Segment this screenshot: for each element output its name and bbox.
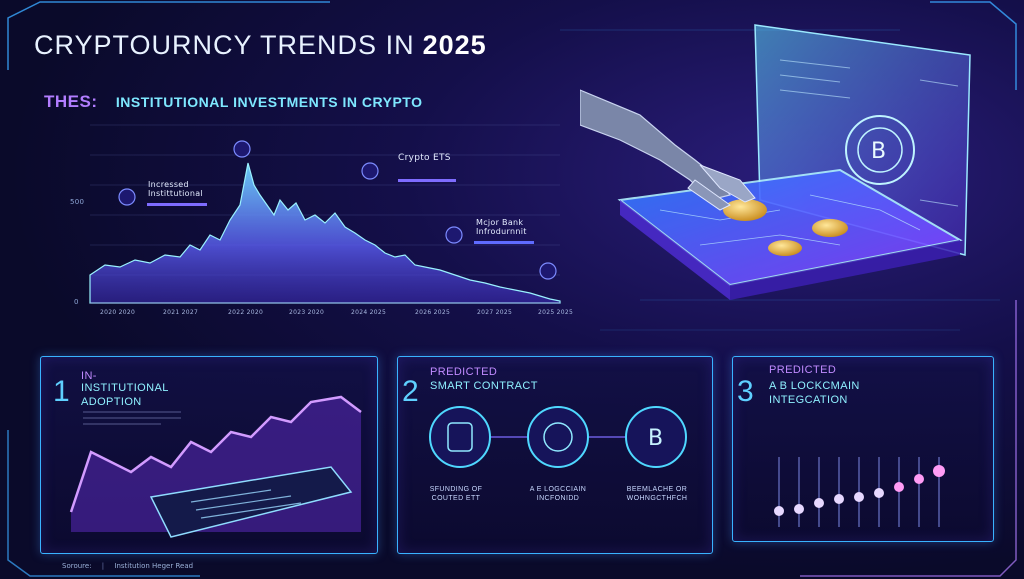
area-series xyxy=(89,162,561,304)
x-tick: 2021 2027 xyxy=(163,309,199,316)
annotation-3: Mcjor Bank Infrodurnnit xyxy=(476,218,527,236)
coin xyxy=(812,219,848,237)
x-tick: 2023 2020 xyxy=(289,309,325,316)
marker-1 xyxy=(118,188,136,206)
panel-smart-contract: 2 PREDICTED SMART CONTRACT B SFUNDING OF… xyxy=(397,356,713,554)
gear-chip-icon xyxy=(527,406,589,468)
x-tick: 2024 2025 xyxy=(351,309,387,316)
panel-tag: PREDICTED xyxy=(430,366,498,378)
caption-1: SFUNDING OF COUTED ETT xyxy=(429,486,483,502)
robot-hand-hologram-illustration: B xyxy=(580,24,971,300)
marker-4 xyxy=(445,226,463,244)
y-tick-top: 500 xyxy=(70,198,85,206)
panel-institutional-adoption: 1 IN- INSTITUTIONAL ADOPTION xyxy=(40,356,378,554)
panel-number: 2 xyxy=(402,375,419,408)
page-title: CRYPTOURNCY TRENDS IN 2025 xyxy=(34,30,487,60)
smart-contract-icons: B xyxy=(429,406,687,468)
panel-title-line2: ADOPTION xyxy=(81,396,142,408)
panel-title-line1: INSTITUTIONAL xyxy=(81,382,169,394)
coin xyxy=(768,240,802,256)
bitcoin-emblem-icon xyxy=(845,115,915,185)
theme-label: THES: xyxy=(44,92,98,111)
theme-heading: THES: INSTITUTIONAL INVESTMENTS IN CRYPT… xyxy=(44,92,422,112)
adoption-line xyxy=(69,395,362,513)
panel-tag: PREDICTED xyxy=(769,364,837,376)
panel-title-line1: SMART CONTRACT xyxy=(430,380,538,392)
shield-icon xyxy=(429,406,491,468)
panel-number: 3 xyxy=(737,375,754,408)
x-tick: 2027 2025 xyxy=(477,309,513,316)
caption-2: A E LOGCCIAIN INCFONIDD xyxy=(529,486,587,502)
integration-slider-graphic xyxy=(774,457,945,527)
svg-text:B: B xyxy=(648,426,663,451)
panel-title-line1: A B LOCKCMAIN xyxy=(769,380,860,392)
x-tick: 2026 2025 xyxy=(415,309,451,316)
x-tick: 2020 2020 xyxy=(100,309,136,316)
institutional-investment-area-chart xyxy=(89,124,561,304)
panel-number: 1 xyxy=(53,375,70,408)
y-tick-bottom: 0 xyxy=(74,298,79,306)
annotation-2: Crypto ETS xyxy=(398,153,451,163)
adoption-chart-phone-illustration xyxy=(69,395,362,538)
robot-arm xyxy=(580,89,731,201)
bitcoin-icon xyxy=(625,406,687,468)
coin xyxy=(723,199,767,221)
panel-tag: IN- xyxy=(81,370,97,382)
panel-title-line2: INTEGCATION xyxy=(769,394,848,406)
footer-source: Soroure: | Institution Heger Read xyxy=(62,562,194,570)
marker-2 xyxy=(233,140,251,158)
footer-text: Institution Heger Read xyxy=(114,562,194,570)
panel-blockchain-integration: 3 PREDICTED A B LOCKCMAIN INTEGCATION xyxy=(732,356,994,542)
x-tick: 2022 2020 xyxy=(228,309,264,316)
marker-3 xyxy=(361,162,379,180)
x-tick: 2025 2025 xyxy=(538,309,574,316)
footer-label: Soroure: xyxy=(62,562,92,570)
svg-text:B: B xyxy=(871,139,886,164)
annotation-1: Incressed Instittutional xyxy=(148,180,203,198)
caption-3: BEEMLACHE OR WOHNGCTHFCH xyxy=(626,486,688,502)
theme-value: INSTITUTIONAL INVESTMENTS IN CRYPTO xyxy=(115,94,423,110)
marker-5 xyxy=(539,262,557,280)
